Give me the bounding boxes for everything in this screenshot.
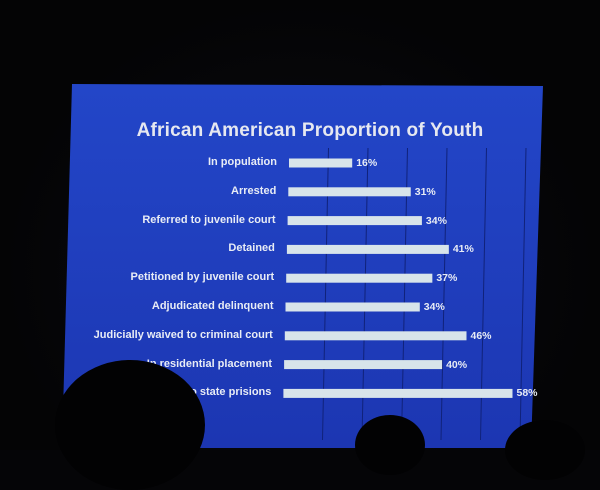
bar-2 (287, 216, 422, 226)
value-label: 34% (423, 301, 445, 313)
bar-7 (284, 360, 443, 370)
value-label: 37% (436, 272, 458, 285)
category-label: Arrested (231, 184, 277, 197)
category-label: In residential placement (146, 357, 273, 370)
value-label: 41% (452, 243, 474, 256)
value-label: 34% (425, 214, 447, 227)
category-label: Petitioned by juvenile court (130, 271, 275, 284)
value-label: 46% (470, 329, 492, 342)
chart-title: African American Proportion of Youth (136, 120, 484, 141)
value-label: 31% (414, 185, 436, 198)
value-label: 16% (356, 157, 378, 169)
category-label: Adjudicated delinquent (151, 300, 274, 312)
bar-0 (289, 158, 353, 168)
bar-5 (285, 302, 420, 312)
bar-6 (284, 331, 467, 341)
category-label: In population (207, 156, 277, 168)
audience-shoulder-right (505, 420, 585, 480)
bar-chart (62, 84, 543, 448)
category-label: Judicially waived to criminal court (93, 328, 273, 341)
category-label: Referred to juvenile court (142, 213, 276, 226)
audience-head-left (55, 360, 205, 490)
bar-8 (283, 388, 513, 398)
projection-screen: African American Proportion of Youth In … (62, 84, 543, 448)
slide-background (62, 84, 543, 448)
bar-4 (286, 273, 433, 283)
value-label: 58% (516, 387, 538, 400)
grid-line (519, 147, 527, 441)
bars (283, 158, 513, 398)
bar-1 (288, 187, 411, 197)
category-label: to state prisions (186, 386, 272, 399)
value-label: 40% (446, 358, 468, 371)
audience-head-right (355, 415, 425, 475)
category-label: Detained (228, 242, 275, 255)
bar-3 (286, 244, 449, 254)
